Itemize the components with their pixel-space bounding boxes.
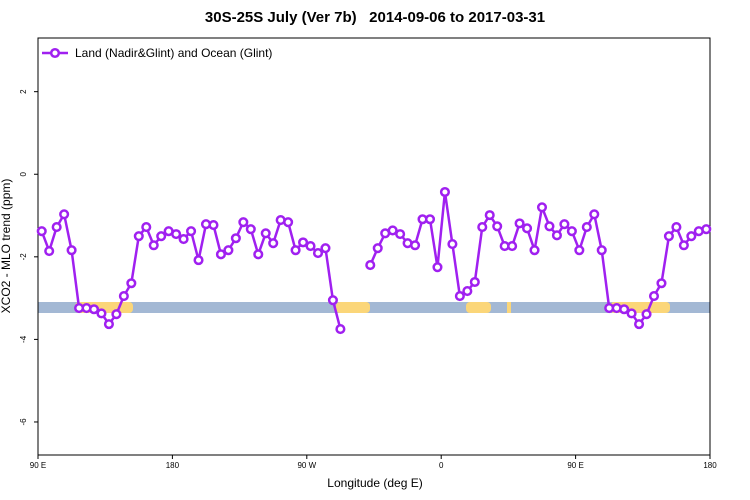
point <box>574 245 585 256</box>
point <box>305 241 316 252</box>
point <box>529 245 540 256</box>
point <box>365 260 376 271</box>
x-tick-label: 90 E <box>567 461 583 470</box>
legend-label: Land (Nadir&Glint) and Ocean (Glint) <box>75 46 272 60</box>
point <box>648 290 660 302</box>
point <box>462 286 473 297</box>
point <box>126 278 137 289</box>
point <box>186 226 197 237</box>
point <box>118 290 129 302</box>
point <box>66 245 77 256</box>
point <box>514 218 525 229</box>
point <box>51 222 62 233</box>
point <box>507 241 518 252</box>
point <box>208 219 219 231</box>
y-axis-label: XCO2 - MLO trend (ppm) <box>0 179 13 314</box>
x-tick-label: 0 <box>439 461 444 470</box>
point <box>327 295 338 306</box>
point <box>36 226 47 237</box>
point <box>626 308 637 319</box>
point <box>103 319 114 330</box>
point <box>223 245 234 256</box>
point <box>566 226 577 237</box>
land-band <box>336 302 370 313</box>
point <box>290 245 301 256</box>
land-band <box>507 302 511 313</box>
point <box>454 290 465 302</box>
y-tick-label: 2 <box>19 89 28 94</box>
point <box>230 233 241 244</box>
point <box>410 240 421 251</box>
x-tick-label: 90 W <box>297 461 316 470</box>
plot-frame <box>37 37 711 456</box>
point <box>596 245 607 256</box>
point <box>484 210 495 221</box>
point <box>111 309 122 320</box>
point <box>283 217 294 228</box>
point <box>469 276 480 288</box>
point <box>44 245 55 257</box>
point <box>395 229 406 240</box>
point <box>88 304 100 315</box>
point <box>96 308 107 319</box>
point <box>387 225 398 236</box>
point <box>439 186 450 198</box>
point <box>268 238 279 249</box>
x-axis-label: Longitude (deg E) <box>327 476 422 490</box>
point <box>522 223 533 234</box>
x-tick-label: 90 E <box>30 461 46 470</box>
point <box>581 222 592 233</box>
point <box>701 224 712 235</box>
point <box>312 248 324 259</box>
point <box>133 231 144 242</box>
point <box>320 243 331 254</box>
point <box>253 249 264 260</box>
point <box>686 231 697 242</box>
point <box>156 231 167 242</box>
point <box>492 221 503 232</box>
point <box>656 278 667 289</box>
point <box>589 209 600 220</box>
point <box>634 319 645 330</box>
ocean-band <box>38 302 710 313</box>
point <box>559 219 570 230</box>
point <box>178 234 189 245</box>
y-tick-label: -4 <box>19 335 28 343</box>
legend-marker <box>49 47 61 59</box>
chart-title: 30S-25S July (Ver 7b) 2014-09-06 to 2017… <box>205 9 545 26</box>
point <box>238 217 249 228</box>
x-tick-label: 180 <box>703 461 717 470</box>
point <box>335 324 346 335</box>
point <box>298 237 309 248</box>
x-tick-label: 180 <box>166 461 180 470</box>
point <box>148 240 159 251</box>
point <box>477 222 488 233</box>
point <box>663 231 674 242</box>
point <box>141 222 152 233</box>
point <box>551 230 562 241</box>
point <box>619 304 630 315</box>
point <box>678 240 689 251</box>
point <box>424 214 436 225</box>
point <box>59 209 70 220</box>
point <box>432 262 443 273</box>
y-tick-label: -2 <box>19 253 28 261</box>
point <box>260 228 271 239</box>
land-band <box>466 302 491 313</box>
y-tick-label: -6 <box>19 418 28 426</box>
y-tick-label: 0 <box>19 171 28 176</box>
point <box>171 229 182 240</box>
point <box>193 255 204 266</box>
point <box>671 222 682 233</box>
point <box>641 309 652 320</box>
point <box>245 224 256 235</box>
point <box>372 243 383 254</box>
point <box>215 249 226 260</box>
point <box>544 221 555 232</box>
point <box>536 202 548 213</box>
point <box>447 238 458 250</box>
